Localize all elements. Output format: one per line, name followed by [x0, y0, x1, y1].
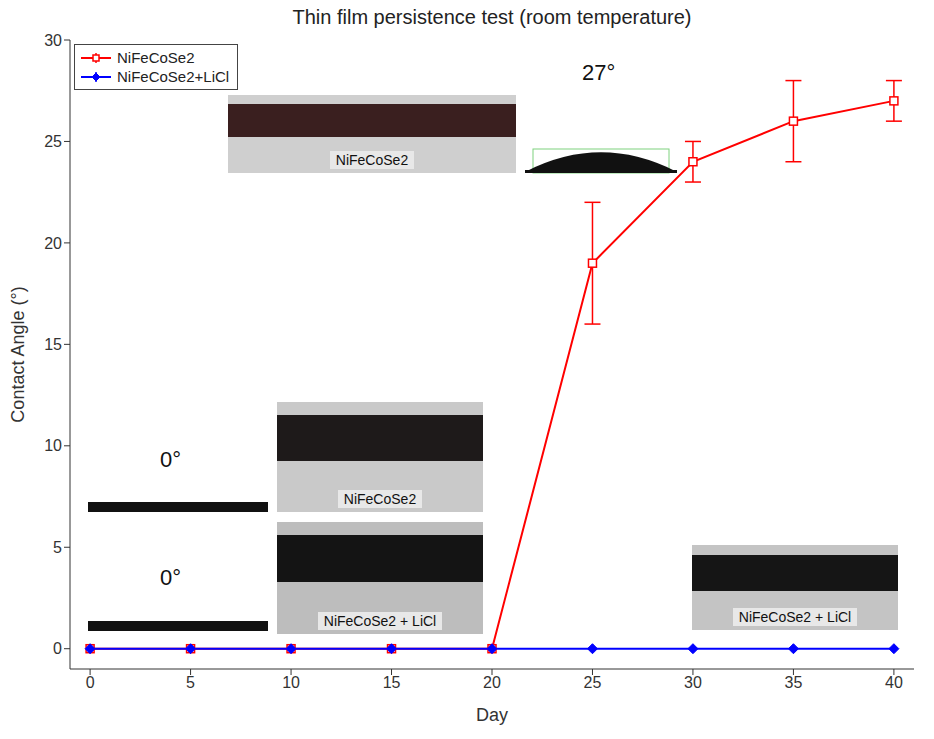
svg-text:15: 15 — [383, 674, 401, 691]
svg-text:10: 10 — [282, 674, 300, 691]
html-text:Thin film persistence test (ro: Thin film persistence test (room tempera… — [292, 6, 692, 28]
svg-text:5: 5 — [186, 674, 195, 691]
svg-text:20: 20 — [44, 235, 62, 252]
html-text:NiFeCoSe2: NiFeCoSe2 — [343, 491, 417, 507]
svg-text:15: 15 — [44, 336, 62, 353]
svg-text:Day: Day — [476, 705, 508, 725]
html-text:NiFeCoSe2+LiCl: NiFeCoSe2+LiCl — [117, 68, 230, 85]
svg-text:20: 20 — [483, 674, 501, 691]
html-text:0°: 0° — [160, 565, 181, 590]
svg-text:0: 0 — [86, 674, 95, 691]
svg-text:0: 0 — [53, 640, 62, 657]
svg-text:30: 30 — [44, 32, 62, 49]
svg-text:35: 35 — [785, 674, 803, 691]
html-text:NiFeCoSe2 + LiCl: NiFeCoSe2 + LiCl — [738, 609, 852, 625]
svg-text:Contact Angle (°): Contact Angle (°) — [8, 286, 28, 422]
svg-text:25: 25 — [44, 133, 62, 150]
html-text:NiFeCoSe2 + LiCl: NiFeCoSe2 + LiCl — [323, 613, 437, 629]
html-text:0°: 0° — [160, 447, 181, 472]
svg-text:40: 40 — [885, 674, 903, 691]
svg-text:30: 30 — [684, 674, 702, 691]
html-text:27°: 27° — [582, 60, 616, 85]
html-text:NiFeCoSe2: NiFeCoSe2 — [117, 49, 195, 66]
svg-text:10: 10 — [44, 437, 62, 454]
svg-text:5: 5 — [53, 539, 62, 556]
html-text:NiFeCoSe2: NiFeCoSe2 — [335, 152, 409, 168]
svg-text:25: 25 — [584, 674, 602, 691]
